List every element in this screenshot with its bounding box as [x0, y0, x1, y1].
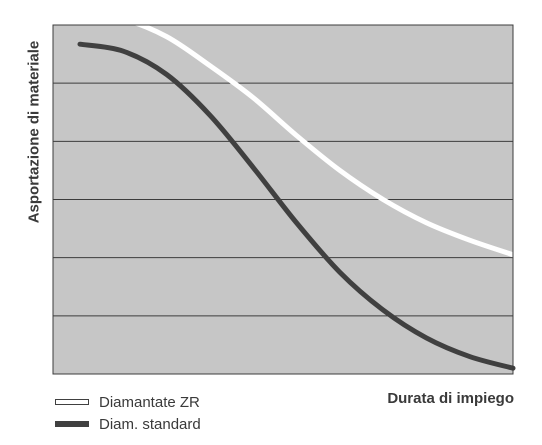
- series-line-diamantate-zr: [77, 10, 516, 258]
- series-line-diam-standard: [77, 41, 516, 371]
- y-axis-label: Asportazione di materiale: [25, 40, 43, 224]
- legend-swatch-diamantate-zr: [55, 399, 89, 405]
- legend-label-diamantate-zr: Diamantate ZR: [99, 393, 200, 411]
- legend-label-diam-standard: Diam. standard: [99, 415, 201, 433]
- legend-swatch-diam-standard: [55, 421, 89, 427]
- legend-item-diamantate-zr: Diamantate ZR: [55, 391, 201, 413]
- grid-lines: [53, 82, 513, 317]
- legend-item-diam-standard: Diam. standard: [55, 413, 201, 435]
- legend: Diamantate ZR Diam. standard: [55, 391, 201, 435]
- x-axis-label: Durata di impiego: [387, 390, 514, 407]
- plot-frame: [52, 24, 514, 375]
- series-lines: [77, 10, 516, 371]
